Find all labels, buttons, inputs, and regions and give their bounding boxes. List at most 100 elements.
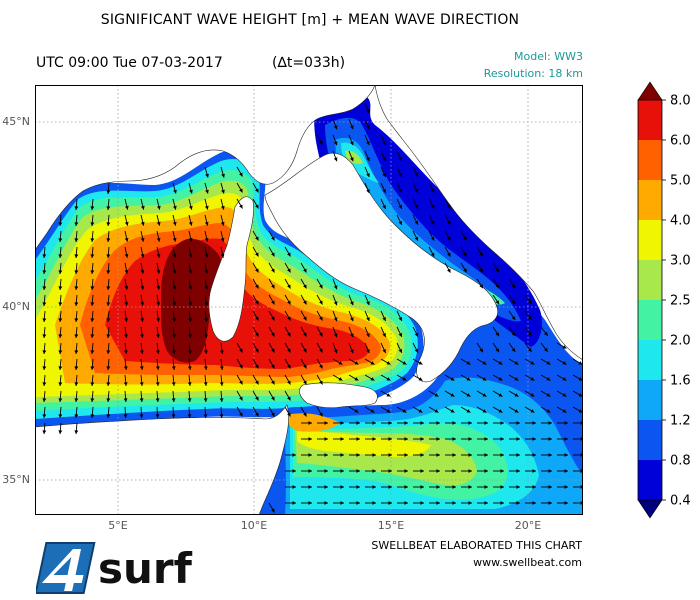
direction-arrow-head xyxy=(106,222,111,226)
direction-arrow-head xyxy=(172,270,177,274)
direction-arrow-head xyxy=(447,252,451,257)
direction-arrow-head xyxy=(414,220,419,225)
direction-arrow-head xyxy=(292,453,296,457)
direction-arrow-head xyxy=(204,286,209,290)
direction-arrow-head xyxy=(255,332,259,337)
direction-arrow-head xyxy=(74,302,79,306)
direction-arrow-head xyxy=(372,501,376,505)
direction-arrow-head xyxy=(157,205,161,210)
direction-arrow-head xyxy=(382,333,386,337)
direction-arrow-head xyxy=(58,430,63,434)
direction-arrow-head xyxy=(319,300,323,305)
direction-arrow-head xyxy=(562,393,567,397)
direction-arrow-head xyxy=(58,238,63,242)
direction-arrow-head xyxy=(189,189,193,194)
direction-arrow-head xyxy=(350,301,354,306)
direction-arrow-head xyxy=(239,348,243,353)
direction-arrow-head xyxy=(500,421,504,425)
direction-arrow-head xyxy=(564,453,568,457)
direction-arrow-head xyxy=(255,204,259,209)
direction-arrow-head xyxy=(74,318,79,322)
direction-arrow-head xyxy=(546,409,551,413)
direction-arrow-head xyxy=(140,237,145,242)
direction-arrow-head xyxy=(386,409,391,413)
direction-arrow-head xyxy=(42,318,47,322)
direction-arrow-head xyxy=(527,299,532,304)
direction-arrow-head xyxy=(287,252,291,257)
direction-arrow-head xyxy=(204,270,209,274)
direction-arrow-head xyxy=(219,382,224,386)
direction-arrow-head xyxy=(303,316,307,321)
direction-arrow-head xyxy=(562,409,567,413)
direction-arrow-head xyxy=(468,485,472,489)
direction-arrow-head xyxy=(500,437,504,441)
direction-arrow-head xyxy=(404,421,408,425)
direction-arrow-head xyxy=(562,345,567,349)
direction-arrow-head xyxy=(188,350,192,354)
direction-arrow-head xyxy=(140,270,145,274)
direction-arrow-head xyxy=(319,140,323,145)
direction-arrow-head xyxy=(106,206,111,210)
direction-arrow-head xyxy=(58,414,63,418)
direction-arrow-head xyxy=(204,318,208,322)
direction-arrow-head xyxy=(124,350,128,354)
direction-arrow-head xyxy=(546,377,551,381)
colorbar-swatch xyxy=(638,220,662,261)
direction-arrow-head xyxy=(580,453,583,457)
direction-arrow-head xyxy=(255,300,259,305)
direction-arrow-head xyxy=(450,393,455,397)
direction-arrow-head xyxy=(106,334,111,338)
wave-height-colorbar: 8.0 6.0 5.0 4.0 3.0 2.5 2.0 1.6 1.2 0.8 0.4 xyxy=(637,81,691,519)
direction-arrow-head xyxy=(388,485,392,489)
direction-arrow-head xyxy=(479,348,483,353)
direction-arrow-head xyxy=(187,398,192,402)
direction-arrow-head xyxy=(398,188,402,193)
direction-arrow-head xyxy=(90,366,95,370)
direction-arrow-head xyxy=(271,508,275,513)
direction-arrow-head xyxy=(350,317,354,322)
direction-arrow-head xyxy=(155,414,160,418)
direction-arrow-head xyxy=(463,236,467,241)
direction-arrow-head xyxy=(530,409,535,413)
direction-arrow-head xyxy=(58,366,63,370)
direction-arrow-head xyxy=(287,364,291,369)
direction-arrow-head xyxy=(124,286,129,290)
direction-arrow-head xyxy=(220,253,225,258)
direction-arrow-head xyxy=(308,421,312,425)
direction-arrow-head xyxy=(140,253,145,258)
direction-arrow-head xyxy=(106,382,111,386)
colorbar-swatch xyxy=(638,260,662,301)
direction-arrow-head xyxy=(366,349,370,354)
direction-arrow-head xyxy=(479,268,483,273)
colorbar-tick-label: 5.0 xyxy=(670,174,691,189)
direction-arrow-head xyxy=(527,331,532,336)
direction-arrow-head xyxy=(484,501,488,505)
direction-arrow-head xyxy=(90,334,95,338)
website-link[interactable]: www.swellbeat.com xyxy=(473,556,582,569)
direction-arrow-head xyxy=(156,318,160,322)
colorbar-swatch xyxy=(638,460,662,501)
direction-arrow-head xyxy=(308,453,312,457)
direction-arrow-head xyxy=(188,221,193,226)
direction-arrow-head xyxy=(527,347,532,352)
direction-arrow-head xyxy=(204,237,209,242)
model-label: Model: WW3 xyxy=(514,50,583,63)
direction-arrow-head xyxy=(106,254,111,258)
direction-arrow-head xyxy=(123,398,128,402)
direction-arrow-head xyxy=(139,414,144,418)
direction-arrow-head xyxy=(124,237,129,242)
direction-arrow-head xyxy=(123,366,128,370)
direction-arrow-head xyxy=(340,469,344,473)
direction-arrow-head xyxy=(418,409,423,413)
direction-arrow-head xyxy=(340,437,344,441)
colorbar-tick-label: 2.5 xyxy=(670,294,691,309)
direction-arrow-head xyxy=(548,437,552,441)
direction-arrow-head xyxy=(221,189,225,194)
direction-arrow-head xyxy=(484,485,488,489)
direction-arrow-head xyxy=(287,348,291,353)
direction-arrow-head xyxy=(466,409,471,413)
lat-tick-label: 35°N xyxy=(2,473,30,486)
italy-peninsula xyxy=(264,152,498,383)
direction-arrow-head xyxy=(106,286,111,290)
direction-arrow-head xyxy=(354,377,359,381)
